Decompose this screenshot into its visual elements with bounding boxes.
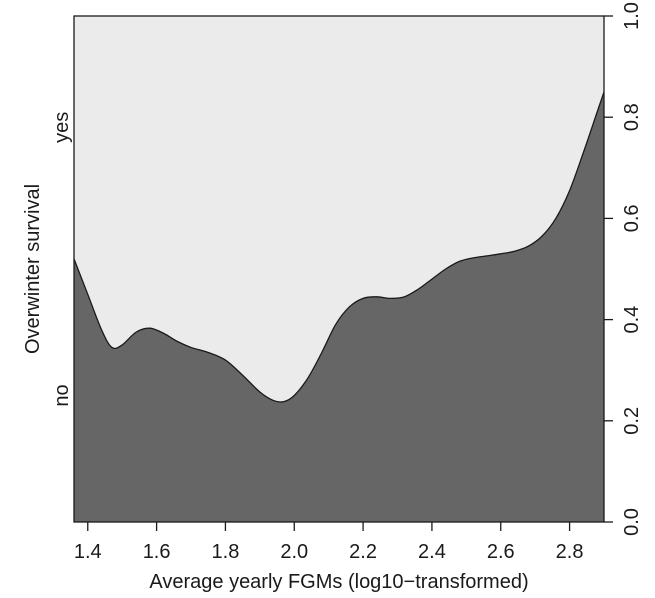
lower-area bbox=[74, 91, 604, 523]
category-label-no: no bbox=[51, 384, 73, 406]
x-axis: 1.4 1.6 1.8 2.0 2.2 2.4 2.6 2.8 bbox=[74, 522, 584, 563]
plot-area bbox=[73, 15, 605, 523]
x-axis-title: Average yearly FGMs (log10−transformed) bbox=[149, 571, 528, 593]
y-tick-label: 0.0 bbox=[621, 508, 643, 536]
y-tick-label: 0.4 bbox=[621, 306, 643, 334]
y-tick-label: 0.2 bbox=[621, 407, 643, 435]
y-axis-right: 0.0 0.2 0.4 0.6 0.8 1.0 bbox=[604, 2, 643, 536]
y-tick-label: 0.8 bbox=[621, 103, 643, 131]
plot-frame bbox=[73, 15, 605, 523]
category-label-yes: yes bbox=[51, 112, 73, 143]
survival-curve bbox=[73, 91, 605, 403]
y-tick-label: 0.6 bbox=[621, 204, 643, 232]
x-tick-label: 2.4 bbox=[418, 541, 446, 563]
x-tick-label: 1.8 bbox=[212, 541, 240, 563]
x-tick-label: 2.8 bbox=[556, 541, 584, 563]
x-tick-label: 2.0 bbox=[280, 541, 308, 563]
x-tick-label: 1.4 bbox=[74, 541, 102, 563]
category-axis-left: no yes bbox=[51, 112, 73, 407]
x-tick-label: 1.6 bbox=[143, 541, 171, 563]
x-tick-label: 2.6 bbox=[487, 541, 515, 563]
y-tick-label: 1.0 bbox=[621, 2, 643, 30]
y-axis-title: Overwinter survival bbox=[22, 184, 44, 354]
x-tick-label: 2.2 bbox=[349, 541, 377, 563]
